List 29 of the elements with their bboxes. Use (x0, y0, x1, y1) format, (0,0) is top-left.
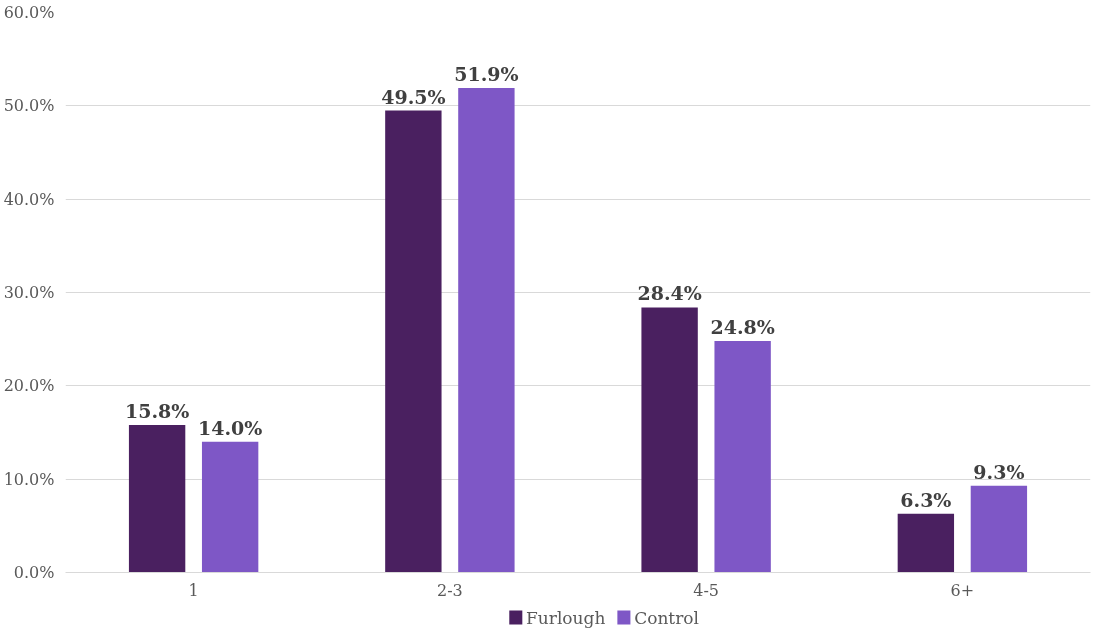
data-label: 14.0% (197, 416, 263, 439)
y-tick-label: 20.0% (3, 376, 55, 396)
bar (201, 441, 259, 573)
data-label: 6.3% (900, 488, 952, 511)
y-tick-label: 0.0% (13, 563, 55, 582)
bar (714, 341, 771, 573)
y-tick-label: 10.0% (3, 469, 55, 489)
bar (458, 88, 515, 573)
y-tick-label: 40.0% (3, 189, 55, 209)
y-tick-label: 30.0% (3, 283, 55, 302)
bar (128, 425, 186, 573)
data-label: 51.9% (454, 63, 519, 86)
data-label: 24.8% (710, 316, 775, 339)
legend-label: Control (634, 607, 699, 628)
x-tick-label: 1 (188, 580, 199, 600)
bar (385, 110, 442, 573)
x-tick-label: 4-5 (693, 580, 720, 600)
legend-label: Furlough (526, 607, 606, 628)
bar (641, 307, 698, 573)
data-label: 15.8% (124, 400, 190, 423)
data-label: 49.5% (381, 85, 446, 108)
bar (897, 513, 955, 573)
bar (970, 485, 1028, 573)
x-tick-label: 2-3 (436, 580, 463, 600)
y-tick-label: 60.0% (3, 3, 55, 22)
x-tick-label: 6+ (950, 580, 975, 600)
y-tick-label: 50.0% (3, 96, 55, 116)
data-label: 28.4% (637, 282, 702, 305)
data-label: 9.3% (973, 460, 1025, 483)
